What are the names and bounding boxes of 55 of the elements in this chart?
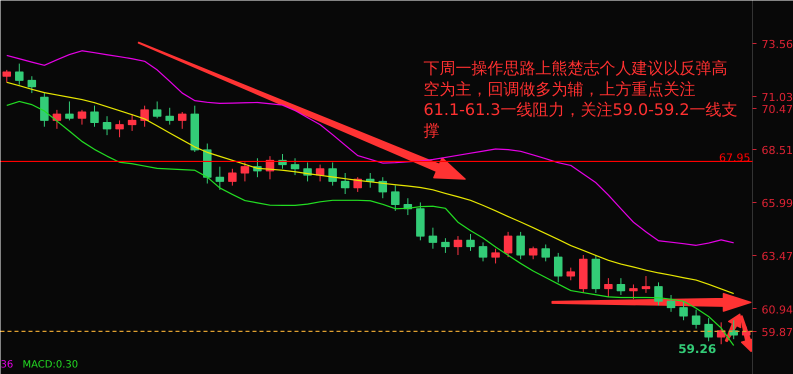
y-tick-label: 71.03 [762,91,793,104]
candlestick [290,158,300,176]
candlestick [28,76,36,94]
candlestick [654,282,663,306]
candlestick [478,242,488,262]
candlestick [679,300,688,321]
ref-line-label: 59.87 [762,326,793,339]
candlestick [240,162,250,182]
candlestick [704,318,713,342]
candlestick [178,111,186,130]
candlestick [152,100,162,119]
candlestick [516,231,525,260]
candlestick [729,320,738,340]
candlestick [102,116,112,136]
annotation: 下周一操作思路上熊楚志个人建议以反弹高空为主，回调做多为辅，上方重点关注61.1-61.3一线阻力，关注59.0-59.2一线支撑 [424,58,738,140]
candlestick [328,162,337,186]
candlestick [616,278,626,296]
candlestick [604,278,613,298]
annotation: 36 [0,360,14,370]
candlestick [504,231,512,258]
candlestick [566,267,576,281]
candlestick [52,109,62,130]
candlestick [692,309,700,330]
candlestick [666,294,676,312]
y-tick-label: 65.99 [762,197,793,210]
candlestick [642,276,650,294]
annotation: 59.26 [678,342,716,356]
candlestick [115,120,124,138]
candlestick [491,248,500,264]
candlestick [78,109,86,126]
candlestick [165,107,174,126]
candlestick [629,284,638,300]
candlestick [65,100,74,121]
candlestick [466,233,475,252]
candlestick [90,105,99,128]
candlestick [340,172,350,195]
y-tick-label: 60.94 [762,303,793,316]
y-tick-label: 63.47 [762,250,793,264]
candlestick [428,227,438,250]
candlestick [216,166,224,190]
candlestick [441,238,450,254]
candlestick [15,63,24,86]
candlestick [454,236,462,256]
y-tick-label: 73.56 [762,38,793,51]
candlestick [554,252,562,283]
candlestick [128,114,136,132]
candlestick [541,244,550,262]
candlestick [40,92,49,128]
annotation: MACD:0.30 [22,360,78,370]
candlestick [228,168,237,186]
candlestick [528,246,538,260]
candlestick [2,69,12,84]
y-tick-label: 70.47 [762,102,793,116]
candlestick [391,185,400,212]
y-tick-label: 68.51 [762,144,793,158]
